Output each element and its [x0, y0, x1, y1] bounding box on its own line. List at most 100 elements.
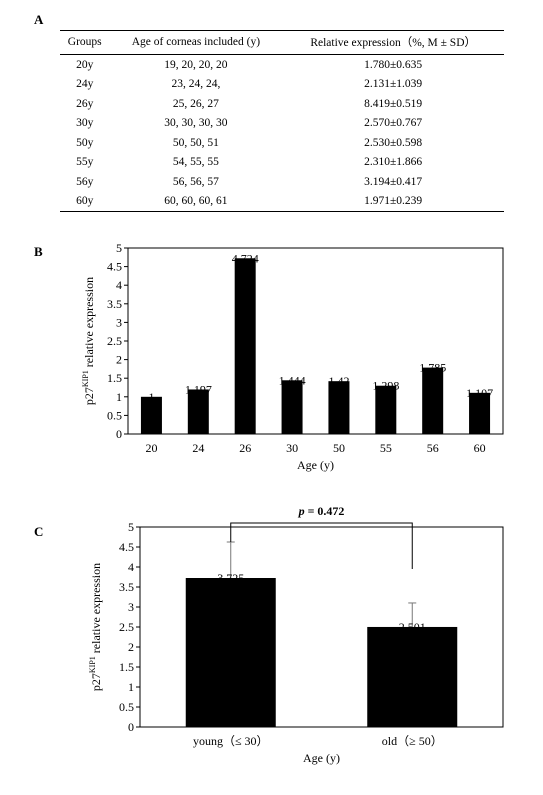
x-tick-label: 30 — [286, 441, 298, 455]
y-axis-label-prefix: p27 — [89, 673, 103, 691]
bar — [469, 392, 491, 434]
significance-bracket — [230, 522, 413, 569]
table-cell: 8.419±0.519 — [364, 97, 423, 110]
column-header: Groups — [60, 30, 110, 55]
data-label: 1.107 — [466, 386, 493, 400]
y-tick-label: 4.5 — [119, 540, 134, 554]
bar — [185, 578, 276, 727]
data-label: 1.42 — [328, 374, 349, 388]
y-tick-label: 1 — [128, 680, 134, 694]
data-label: 1.785 — [419, 361, 446, 375]
table-row: 56y 56, 56, 57 3.194±0.417 — [60, 172, 504, 192]
table-cell: 2.310±1.866 — [364, 156, 423, 169]
y-tick-label: 4 — [128, 560, 134, 574]
table-cell: 50, 50, 51 — [172, 136, 219, 149]
x-tick-label: 56 — [427, 441, 439, 455]
x-tick-label: 55 — [380, 441, 392, 455]
bar — [281, 380, 303, 434]
table-cell: 1.780±0.635 — [364, 58, 423, 71]
table-cell: 26y — [76, 97, 94, 110]
x-tick-label: 50 — [333, 441, 345, 455]
column-header: Age of corneas included (y) — [109, 30, 283, 55]
x-tick-label: young（≤ 30） — [193, 734, 269, 748]
data-label: 1.444 — [279, 373, 306, 387]
table-body: 20y 19, 20, 20, 20 1.780±0.635 24y 23, 24, 2… — [60, 55, 504, 212]
y-tick-label: 1 — [116, 390, 122, 404]
panel-label-c: C — [34, 524, 44, 539]
y-tick-label: 5 — [128, 520, 134, 534]
x-tick-label: 60 — [474, 441, 486, 455]
y-axis-label-prefix: p27 — [82, 387, 96, 405]
x-tick-label: 20 — [145, 441, 157, 455]
table-cell: 56, 56, 57 — [172, 175, 219, 188]
table-cell: 2.131±1.039 — [364, 78, 423, 91]
y-tick-label: 1.5 — [119, 660, 134, 674]
bar — [375, 385, 397, 434]
table-cell: 2.570±0.767 — [364, 117, 423, 130]
y-tick-label: 3.5 — [119, 580, 134, 594]
y-tick-label: 2 — [128, 640, 134, 654]
y-tick-label: 0 — [116, 427, 122, 441]
y-tick-label: 2 — [116, 353, 122, 367]
bar — [422, 367, 444, 434]
table-cell: 54, 55, 55 — [172, 156, 219, 169]
table-cell: 24y — [76, 78, 94, 91]
y-tick-label: 3 — [116, 315, 122, 329]
y-tick-label: 3.5 — [107, 297, 122, 311]
table-cell: 1.971±0.239 — [282, 191, 504, 212]
y-tick-label: 1.5 — [107, 371, 122, 385]
y-tick-label: 4 — [116, 278, 122, 292]
panel-label-a: A — [34, 12, 44, 27]
bar — [140, 396, 162, 434]
y-axis-label-text: p27KIP1 relative expression — [81, 277, 96, 405]
table-cell: 55y — [76, 156, 94, 169]
table-row: 50y 50, 50, 51 2.530±0.598 — [60, 133, 504, 153]
data-label: 1 — [148, 390, 154, 404]
y-tick-label: 2.5 — [119, 620, 134, 634]
table-cell: 23, 24, 24, — [171, 78, 221, 91]
y-axis-label: p27KIP1 relative expression — [81, 277, 96, 405]
table-row: 30y 30, 30, 30, 30 2.570±0.767 — [60, 114, 504, 134]
bar — [234, 258, 256, 434]
y-tick-label: 0.5 — [107, 408, 122, 422]
x-tick-label: old（≥ 50） — [382, 734, 443, 748]
y-axis-label-suffix: relative expression — [89, 563, 103, 656]
y-tick-label: 3 — [128, 600, 134, 614]
y-tick-label: 0.5 — [119, 700, 134, 714]
table-row: 60y 60, 60, 60, 61 1.971±0.239 — [60, 191, 504, 212]
table-cell: 19, 20, 20, 20 — [164, 58, 228, 71]
data-label: 1.298 — [372, 379, 399, 393]
table-cell: 3.194±0.417 — [364, 175, 423, 188]
bar — [367, 626, 458, 727]
table-cell: 60y — [60, 191, 110, 212]
data-label: 1.197 — [185, 382, 212, 396]
table-cell: 2.530±0.598 — [364, 136, 423, 149]
y-tick-label: 4.5 — [107, 260, 122, 274]
data-label: 2.501 — [399, 620, 426, 634]
p-value-symbol: p — [298, 504, 305, 518]
y-axis-label-sup: KIP1 — [88, 656, 97, 673]
table-row: 26y 25, 26, 27 8.419±0.519 — [60, 94, 504, 114]
y-tick-label: 0 — [128, 720, 134, 734]
bar — [187, 389, 209, 434]
bar — [328, 381, 350, 434]
table-row: 24y 23, 24, 24, 2.131±1.039 — [60, 75, 504, 95]
x-axis-label: Age (y) — [297, 458, 334, 472]
table-cell: 30, 30, 30, 30 — [164, 117, 228, 130]
x-axis-label: Age (y) — [303, 751, 340, 765]
table-cell: 25, 26, 27 — [172, 97, 219, 110]
data-label: 4.724 — [232, 251, 259, 265]
p-value-text: = 0.472 — [305, 504, 345, 518]
y-axis-label-text: p27KIP1 relative expression — [88, 563, 103, 691]
table-cell: 56y — [76, 175, 94, 188]
x-tick-label: 24 — [192, 441, 204, 455]
y-tick-label: 2.5 — [107, 334, 122, 348]
table-cell: 30y — [76, 117, 94, 130]
table-row: 20y 19, 20, 20, 20 1.780±0.635 — [60, 55, 504, 75]
p-value-annotation: p = 0.472 — [298, 504, 345, 518]
table-cell: 20y — [76, 58, 94, 71]
table-cell: 50y — [76, 136, 94, 149]
expression-table: Groups Age of corneas included (y) Relat… — [60, 30, 504, 212]
